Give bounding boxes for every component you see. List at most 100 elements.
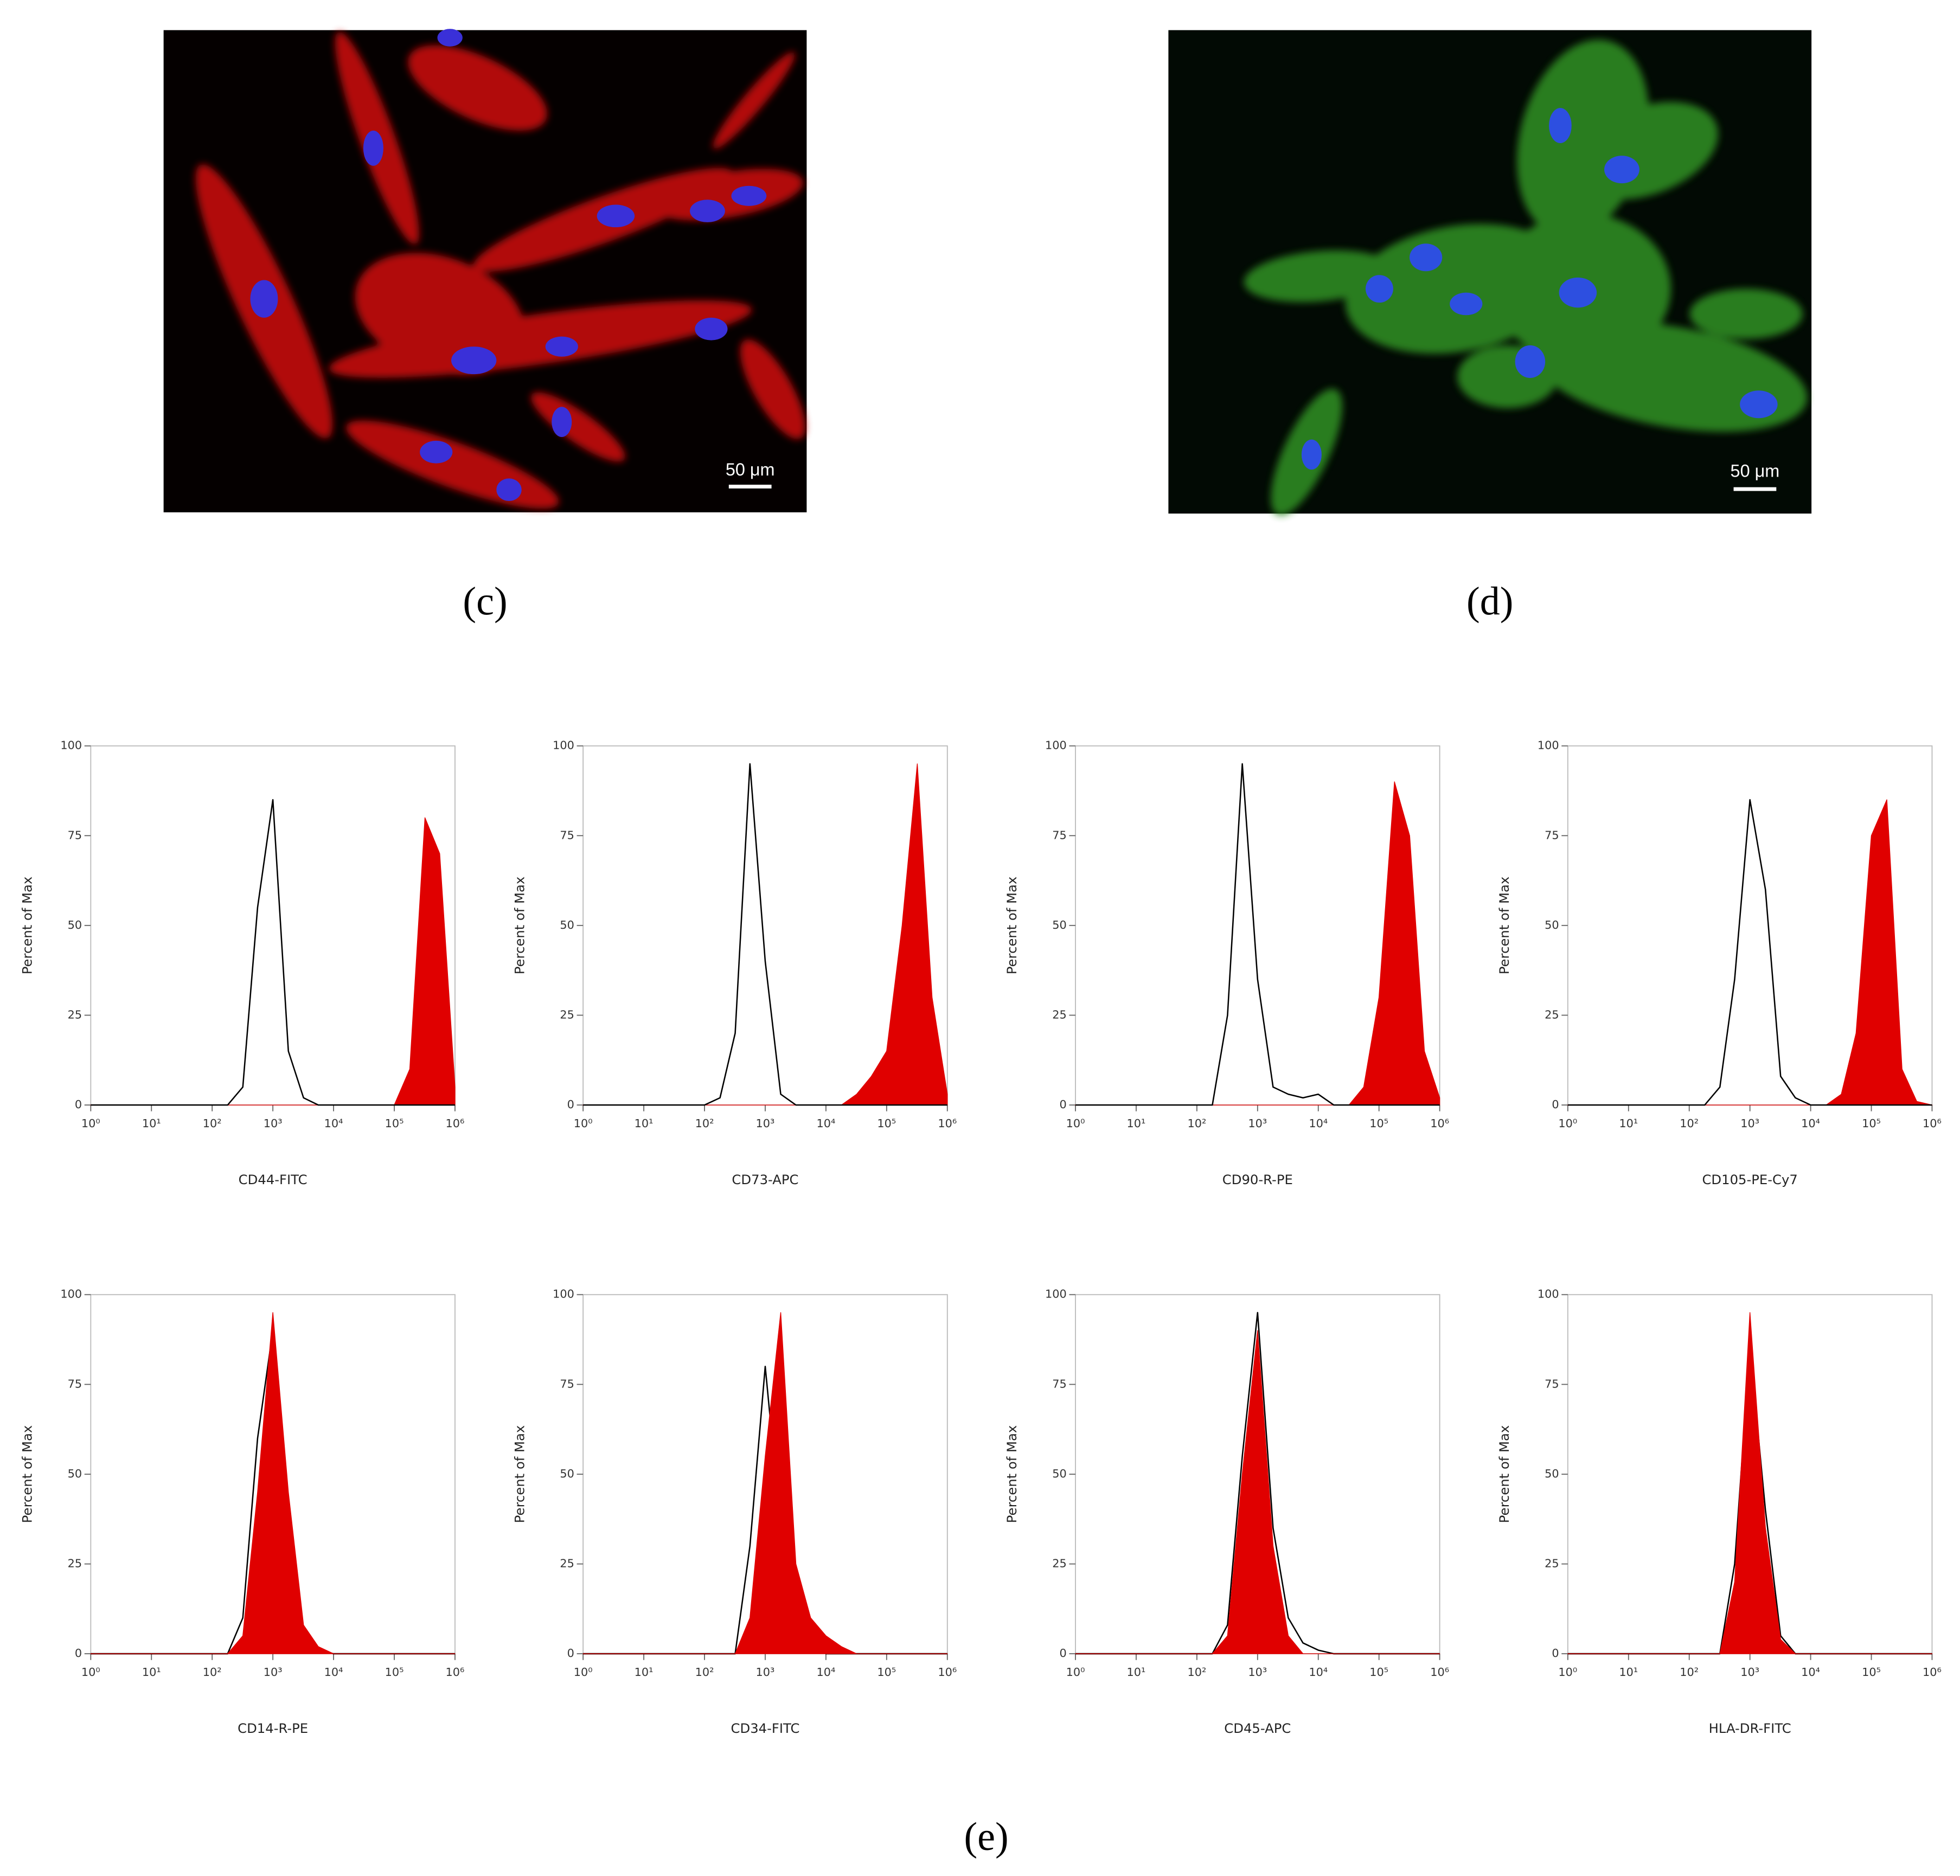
- histogram-area: [1567, 1312, 1933, 1654]
- x-tick-label: 10³: [264, 1666, 283, 1679]
- x-tick-label: 10⁶: [938, 1117, 957, 1130]
- y-tick-label: 0: [567, 1647, 574, 1660]
- y-tick-label: 75: [1052, 828, 1067, 841]
- x-tick-label: 10⁰: [81, 1117, 100, 1130]
- x-tick-label: 10⁶: [1430, 1666, 1449, 1679]
- x-tick-label: 10³: [1740, 1117, 1759, 1130]
- x-tick-label: 10⁰: [574, 1117, 593, 1130]
- x-tick-label: 10³: [1248, 1666, 1267, 1679]
- scale-label: 50 μm: [726, 460, 775, 479]
- y-tick-label: 0: [1060, 1647, 1067, 1660]
- x-tick-label: 10⁴: [1801, 1117, 1820, 1130]
- scale-label: 50 μm: [1731, 461, 1780, 480]
- y-tick-label: 75: [1545, 828, 1559, 841]
- y-tick-label: 25: [1545, 1557, 1559, 1570]
- x-tick-label: 10²: [1187, 1666, 1206, 1679]
- y-axis-label: Percent of Max: [511, 1425, 527, 1524]
- y-tick-label: 25: [1052, 1557, 1067, 1570]
- x-axis-label: HLA-DR-FITC: [1709, 1720, 1791, 1736]
- x-tick-label: 10⁰: [1558, 1666, 1577, 1679]
- x-tick-label: 10⁵: [385, 1666, 404, 1679]
- y-axis-label: Percent of Max: [20, 1425, 35, 1524]
- x-tick-label: 10⁰: [1066, 1666, 1085, 1679]
- x-tick-label: 10⁴: [1801, 1666, 1820, 1679]
- micrograph-d: [1168, 30, 1812, 516]
- y-tick-label: 25: [1545, 1008, 1559, 1021]
- x-tick-label: 10⁴: [1309, 1117, 1328, 1130]
- panel-label: (c): [463, 579, 507, 624]
- x-tick-label: 10⁴: [324, 1117, 343, 1130]
- y-tick-label: 100: [60, 739, 82, 752]
- y-tick-label: 25: [560, 1008, 574, 1021]
- y-tick-label: 50: [1052, 1467, 1067, 1480]
- x-tick-label: 10⁵: [385, 1117, 404, 1130]
- y-tick-label: 100: [1538, 1288, 1559, 1301]
- y-tick-label: 25: [1052, 1008, 1067, 1021]
- x-tick-label: 10²: [203, 1666, 222, 1679]
- x-tick-label: 10⁵: [1369, 1117, 1388, 1130]
- histogram-line: [1567, 799, 1932, 1106]
- x-tick-label: 10⁵: [1862, 1117, 1881, 1130]
- x-axis-label: CD73-APC: [732, 1172, 798, 1187]
- x-tick-label: 10³: [1740, 1666, 1759, 1679]
- y-tick-label: 50: [1052, 918, 1067, 931]
- y-tick-label: 0: [75, 1098, 82, 1111]
- y-tick-label: 50: [68, 918, 82, 931]
- y-tick-label: 100: [1538, 739, 1559, 752]
- y-axis-label: Percent of Max: [1004, 1425, 1020, 1524]
- x-tick-label: 10²: [695, 1666, 714, 1679]
- histogram-line: [1075, 763, 1440, 1106]
- x-tick-label: 10⁶: [1430, 1117, 1449, 1130]
- x-axis-label: CD14-R-PE: [238, 1720, 308, 1736]
- x-tick-label: 10⁵: [877, 1117, 896, 1130]
- x-tick-label: 10⁵: [1862, 1666, 1881, 1679]
- x-tick-label: 10¹: [1127, 1666, 1146, 1679]
- x-tick-label: 10⁶: [446, 1666, 465, 1679]
- y-tick-label: 50: [560, 1467, 574, 1480]
- x-axis-label: CD34-FITC: [731, 1720, 800, 1736]
- x-tick-label: 10⁰: [1066, 1117, 1085, 1130]
- y-axis-label: Percent of Max: [20, 877, 35, 975]
- x-axis-label: CD105-PE-Cy7: [1702, 1172, 1797, 1187]
- x-tick-label: 10¹: [1619, 1666, 1638, 1679]
- histogram-line: [91, 799, 455, 1106]
- panel-label: (e): [964, 1815, 1008, 1859]
- y-tick-label: 25: [560, 1557, 574, 1570]
- y-tick-label: 75: [68, 828, 82, 841]
- y-axis-label: Percent of Max: [511, 877, 527, 975]
- x-tick-label: 10⁴: [816, 1117, 835, 1130]
- y-tick-label: 100: [60, 1288, 82, 1301]
- y-tick-label: 25: [68, 1008, 82, 1021]
- x-tick-label: 10¹: [142, 1666, 161, 1679]
- x-tick-label: 10³: [756, 1117, 775, 1130]
- x-tick-label: 10⁶: [446, 1117, 465, 1130]
- x-tick-label: 10⁴: [324, 1666, 343, 1679]
- x-tick-label: 10⁶: [938, 1666, 957, 1679]
- y-tick-label: 50: [1545, 918, 1559, 931]
- x-tick-label: 10³: [1248, 1117, 1267, 1130]
- x-tick-label: 10³: [756, 1666, 775, 1679]
- x-tick-label: 10⁵: [1369, 1666, 1388, 1679]
- y-axis-label: Percent of Max: [1004, 877, 1020, 975]
- y-tick-label: 75: [1052, 1377, 1067, 1390]
- y-tick-label: 100: [553, 1288, 574, 1301]
- y-tick-label: 50: [68, 1467, 82, 1480]
- y-axis-label: Percent of Max: [1496, 877, 1512, 975]
- y-tick-label: 75: [560, 828, 574, 841]
- histogram-area: [90, 1312, 456, 1654]
- x-tick-label: 10²: [1680, 1666, 1699, 1679]
- x-axis-label: CD90-R-PE: [1222, 1172, 1293, 1187]
- x-tick-label: 10²: [1680, 1117, 1699, 1130]
- x-tick-label: 10¹: [142, 1117, 161, 1130]
- x-tick-label: 10³: [264, 1117, 283, 1130]
- x-tick-label: 10¹: [635, 1117, 654, 1130]
- x-tick-label: 10¹: [1127, 1117, 1146, 1130]
- x-tick-label: 10⁴: [1309, 1666, 1328, 1679]
- y-tick-label: 75: [68, 1377, 82, 1390]
- x-tick-label: 10⁰: [574, 1666, 593, 1679]
- histogram-area: [1075, 1330, 1440, 1654]
- x-tick-label: 10⁶: [1923, 1666, 1942, 1679]
- x-tick-label: 10¹: [1619, 1117, 1638, 1130]
- x-tick-label: 10⁴: [816, 1666, 835, 1679]
